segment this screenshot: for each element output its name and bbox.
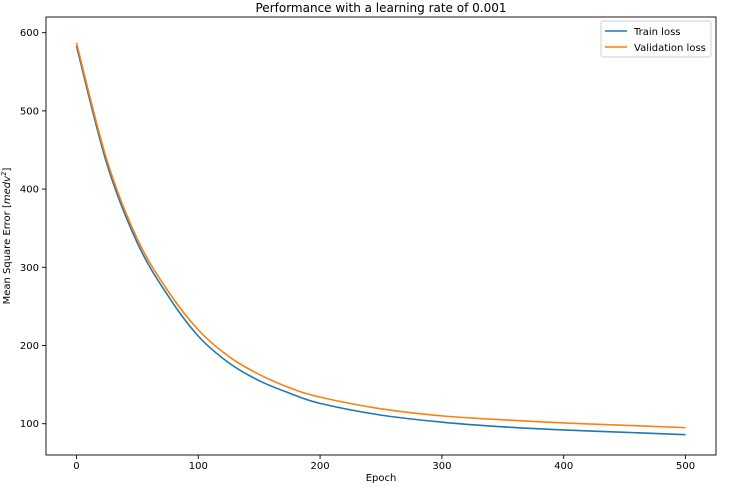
plot-frame bbox=[45, 16, 717, 456]
y-tick-label: 600 bbox=[20, 28, 39, 39]
y-tick-label: 100 bbox=[20, 419, 39, 430]
y-axis-label-math: medv bbox=[2, 175, 13, 204]
legend-label-validation-loss: Validation loss bbox=[634, 43, 706, 54]
legend: Train loss Validation loss bbox=[600, 20, 712, 58]
series-line-validation-loss bbox=[75, 42, 686, 429]
x-tick-label: 500 bbox=[676, 461, 695, 472]
y-axis-ticks: 100 200 300 400 500 600 bbox=[20, 28, 46, 430]
y-tick-label: 400 bbox=[20, 185, 39, 196]
x-tick-label: 400 bbox=[554, 461, 573, 472]
y-axis-label-suffix: ] bbox=[2, 168, 13, 172]
y-axis-label-prefix: Mean Square Error [ bbox=[2, 204, 13, 304]
x-tick-label: 200 bbox=[311, 461, 330, 472]
legend-label-train-loss: Train loss bbox=[633, 27, 681, 38]
chart-title: Performance with a learning rate of 0.00… bbox=[256, 1, 507, 15]
x-tick-label: 0 bbox=[73, 461, 79, 472]
y-axis-label: Mean Square Error [medv2] bbox=[0, 168, 13, 305]
y-axis-label-exponent: 2 bbox=[0, 172, 8, 176]
y-tick-label: 500 bbox=[20, 106, 39, 117]
y-tick-label: 200 bbox=[20, 341, 39, 352]
x-tick-label: 300 bbox=[432, 461, 451, 472]
series-line-train-loss bbox=[75, 45, 686, 436]
y-tick-label: 300 bbox=[20, 263, 39, 274]
x-axis-ticks: 0 100 200 300 400 500 bbox=[73, 455, 695, 472]
x-tick-label: 100 bbox=[189, 461, 208, 472]
x-axis-label: Epoch bbox=[366, 473, 397, 484]
legend-box bbox=[600, 20, 712, 58]
plot-lines bbox=[75, 42, 686, 436]
